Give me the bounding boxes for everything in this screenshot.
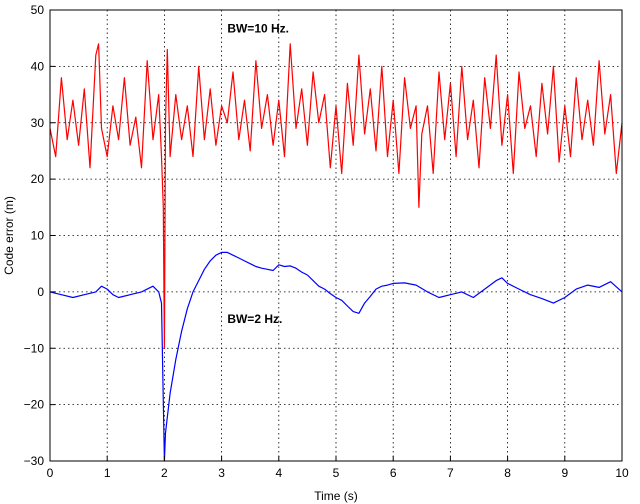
y-axis-label: Code error (m) <box>2 196 16 275</box>
y-tick-label: 50 <box>31 3 45 17</box>
y-tick-label: −10 <box>24 341 45 355</box>
annotation-bw2: BW=2 Hz. <box>227 312 282 326</box>
x-tick-label: 4 <box>275 466 282 480</box>
series-line-1 <box>49 251 623 462</box>
series-line-0 <box>49 43 623 349</box>
x-tick-label: 7 <box>447 466 454 480</box>
y-tick-label: 40 <box>31 59 45 73</box>
x-tick-label: 8 <box>504 466 511 480</box>
y-tick-label: 20 <box>31 172 45 186</box>
grid-lines <box>50 10 622 461</box>
x-tick-label: 6 <box>390 466 397 480</box>
y-tick-label: 30 <box>31 116 45 130</box>
series-group <box>49 43 623 462</box>
y-tick-label: 10 <box>31 229 45 243</box>
x-axis-label: Time (s) <box>314 489 358 503</box>
tick-labels: 0 1 2 3 4 5 6 7 8 9 10 50 40 30 20 10 0 −10 −20 −30 <box>24 3 629 480</box>
x-tick-label: 3 <box>218 466 225 480</box>
x-tick-label: 5 <box>333 466 340 480</box>
x-tick-label: 0 <box>47 466 54 480</box>
y-tick-label: 0 <box>37 285 44 299</box>
annotation-bw10: BW=10 Hz. <box>227 22 289 36</box>
x-tick-label: 2 <box>161 466 168 480</box>
y-tick-label: −20 <box>24 398 45 412</box>
x-tick-label: 10 <box>615 466 629 480</box>
x-tick-label: 1 <box>104 466 111 480</box>
y-tick-label: −30 <box>24 454 45 468</box>
x-tick-label: 9 <box>561 466 568 480</box>
